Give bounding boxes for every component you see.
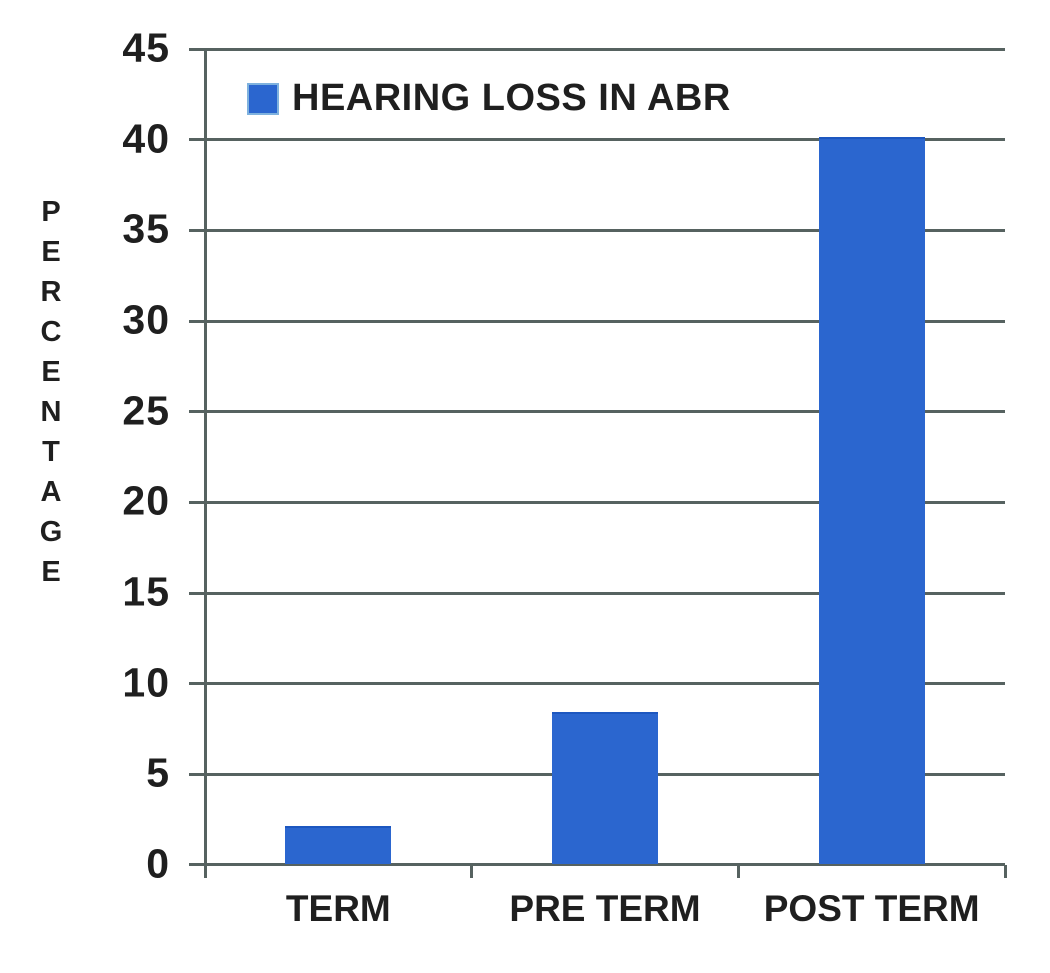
legend: HEARING LOSS IN ABR [247,77,731,120]
legend-label: HEARING LOSS IN ABR [292,77,731,119]
y-axis-title-letter: R [40,276,62,308]
y-tick-label: 5 [146,749,170,796]
legend-swatch-icon [247,82,279,115]
y-tick-label: 30 [122,296,170,343]
bar-post-term [818,136,925,864]
category-label: POST TERM [763,888,980,929]
y-axis-title-letter: P [41,196,61,228]
gridline [189,319,1005,323]
gridline [189,410,1005,414]
x-tick [470,865,474,878]
x-tick [1003,865,1007,878]
y-axis-title-letter: T [42,436,60,468]
gridline [189,591,1005,595]
bar-pre-term [552,711,658,864]
y-axis-title-letter: C [40,316,62,348]
y-tick-label: 45 [122,24,170,71]
y-axis-title-letter: E [41,356,61,388]
plot-area: HEARING LOSS IN ABR [189,47,1007,878]
y-tick-label: 15 [122,568,170,615]
y-tick-label: 20 [122,477,170,524]
y-axis-title-letter: N [40,396,62,428]
x-tick [203,865,207,878]
gridline [189,47,1005,51]
y-axis-tick-labels: 0 5 10 15 20 25 30 35 40 45 [0,25,170,887]
y-tick-label: 40 [122,115,170,162]
gridline [189,682,1005,686]
category-label: PRE TERM [509,888,701,929]
y-axis-title-letter: A [40,476,62,508]
y-axis-title-letter: E [41,556,61,588]
category-label: TERM [285,888,391,929]
gridline [189,500,1005,504]
x-axis-category-labels: TERM PRE TERM POST TERM [205,888,1005,930]
y-tick-label: 35 [122,205,170,252]
y-axis-title-letter: E [41,236,61,268]
y-tick-label: 10 [122,659,170,706]
y-tick-label: 25 [122,387,170,434]
gridline [189,138,1005,142]
gridline [189,228,1005,232]
x-tick [736,865,740,878]
y-axis-line [204,49,207,865]
y-axis-title-letter: G [39,516,63,548]
bar-term [285,825,392,864]
x-axis-line [189,863,1005,866]
y-tick-label: 0 [146,840,170,887]
